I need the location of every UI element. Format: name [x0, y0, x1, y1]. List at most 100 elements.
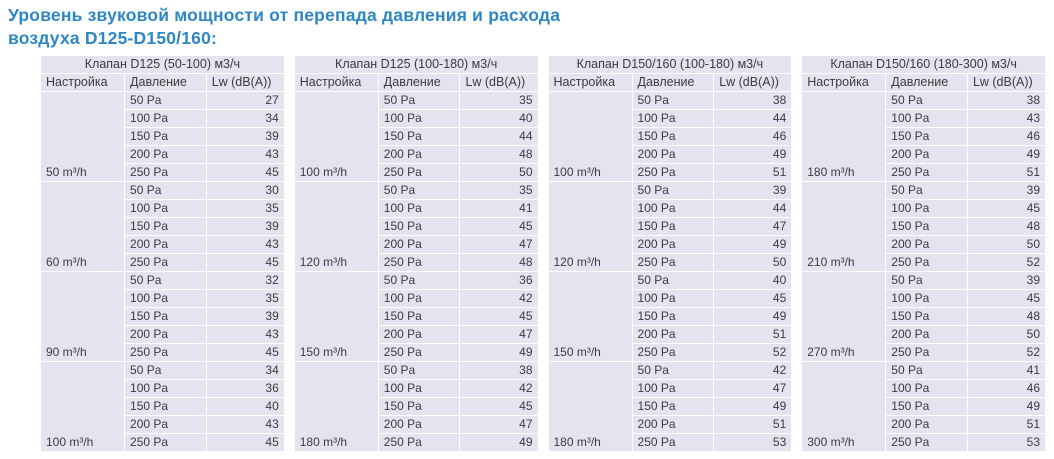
- lw-value-cell: 45: [206, 164, 284, 181]
- table-row: 200 Pa 47: [295, 236, 538, 253]
- table-row: 100 Pa 40: [295, 110, 538, 127]
- lw-value-cell: 36: [460, 272, 538, 289]
- pressure-cell: 150 Pa: [886, 128, 967, 145]
- table-row: 100 Pa 47: [549, 380, 792, 397]
- column-header-setting: Настройка: [548, 74, 632, 91]
- lw-value-cell: 49: [967, 398, 1045, 415]
- pressure-cell: 50 Pa: [378, 182, 460, 199]
- table-row: 200 Pa 51: [549, 326, 792, 343]
- table-row: 250 Pa 52: [802, 254, 1045, 271]
- valve-spec-table: Клапан D125 (100-180) м3/ч Настройка Давле…: [294, 55, 539, 452]
- pressure-cell: 250 Pa: [125, 254, 206, 271]
- lw-value-cell: 43: [206, 236, 284, 253]
- lw-value-cell: 47: [460, 416, 538, 433]
- lw-value-cell: 39: [967, 272, 1045, 289]
- table-row: 250 Pa 51: [549, 164, 792, 181]
- pressure-cell: 250 Pa: [125, 344, 206, 361]
- valve-spec-table: Клапан D150/160 (180-300) м3/ч Настройка Д…: [801, 55, 1046, 452]
- lw-value-cell: 43: [206, 146, 284, 163]
- table-row: 100 m³/h 50 Pa 34: [41, 362, 284, 451]
- table-row: 150 Pa 47: [549, 218, 792, 235]
- table-row: 150 Pa 45: [295, 398, 538, 415]
- table-row: 250 Pa 49: [295, 344, 538, 361]
- pressure-cell: 100 Pa: [886, 380, 967, 397]
- table-row: 210 m³/h 50 Pa 39: [802, 182, 1045, 271]
- table-row: 150 Pa 45: [295, 218, 538, 235]
- table-row: 200 Pa 49: [549, 236, 792, 253]
- table-row: 250 Pa 45: [41, 434, 284, 451]
- pressure-cell: 100 Pa: [632, 290, 714, 307]
- pressure-cell: 100 Pa: [125, 380, 206, 397]
- lw-value-cell: 49: [460, 434, 538, 451]
- table-row: 150 Pa 46: [802, 128, 1045, 145]
- pressure-cell: 250 Pa: [886, 434, 967, 451]
- table-row: 200 Pa 47: [295, 416, 538, 433]
- valve-table: Клапан D125 (50-100) м3/ч Настройка Давлен…: [40, 55, 285, 452]
- lw-value-cell: 35: [460, 182, 538, 199]
- lw-value-cell: 53: [714, 434, 792, 451]
- lw-value-cell: 47: [460, 236, 538, 253]
- pressure-cell: 150 Pa: [125, 218, 206, 235]
- pressure-cell: 200 Pa: [378, 326, 460, 343]
- lw-value-cell: 38: [714, 92, 792, 109]
- pressure-cell: 50 Pa: [125, 362, 206, 379]
- table-header: Клапан D125 (100-180) м3/ч: [294, 56, 538, 73]
- lw-value-cell: 39: [714, 182, 792, 199]
- table-row: 180 m³/h 50 Pa 38: [294, 362, 538, 451]
- table-row: 100 m³/h 50 Pa 38: [548, 92, 792, 181]
- table-row: 250 Pa 52: [549, 344, 792, 361]
- setting-cell: 300 m³/h: [802, 362, 886, 451]
- pressure-cell: 50 Pa: [886, 362, 967, 379]
- table-row: 120 m³/h 50 Pa 39: [548, 182, 792, 271]
- pressure-cell: 200 Pa: [632, 416, 714, 433]
- table-row: 250 Pa 45: [41, 164, 284, 181]
- pressure-cell: 150 Pa: [125, 308, 206, 325]
- table-row: 150 Pa 45: [295, 308, 538, 325]
- pressure-cell: 150 Pa: [378, 398, 460, 415]
- table-row: 100 m³/h 50 Pa 35: [294, 92, 538, 181]
- lw-value-cell: 39: [206, 128, 284, 145]
- lw-value-cell: 38: [967, 92, 1045, 109]
- setting-cell: 60 m³/h: [41, 182, 125, 271]
- pressure-cell: 200 Pa: [378, 416, 460, 433]
- pressure-cell: 250 Pa: [125, 434, 206, 451]
- table-header: Клапан D150/160 (100-180) м3/ч: [548, 56, 792, 73]
- valve-table: Клапан D150/160 (100-180) м3/ч Настройка Д…: [548, 55, 793, 452]
- table-row: 120 m³/h 50 Pa 35: [294, 182, 538, 271]
- pressure-cell: 200 Pa: [886, 416, 967, 433]
- pressure-cell: 100 Pa: [632, 200, 714, 217]
- lw-value-cell: 40: [714, 272, 792, 289]
- table-row: 250 Pa 53: [802, 434, 1045, 451]
- lw-value-cell: 50: [460, 164, 538, 181]
- lw-value-cell: 48: [967, 308, 1045, 325]
- table-row: 250 Pa 49: [295, 434, 538, 451]
- pressure-cell: 200 Pa: [632, 236, 714, 253]
- pressure-cell: 100 Pa: [378, 290, 460, 307]
- pressure-cell: 150 Pa: [886, 218, 967, 235]
- pressure-cell: 250 Pa: [632, 254, 714, 271]
- pressure-cell: 200 Pa: [125, 326, 206, 343]
- table-row: 150 Pa 39: [41, 308, 284, 325]
- lw-value-cell: 49: [714, 146, 792, 163]
- lw-value-cell: 41: [967, 362, 1045, 379]
- lw-value-cell: 45: [206, 254, 284, 271]
- lw-value-cell: 46: [714, 128, 792, 145]
- lw-value-cell: 45: [206, 344, 284, 361]
- table-row: 200 Pa 51: [549, 416, 792, 433]
- setting-cell: 100 m³/h: [41, 362, 125, 451]
- lw-value-cell: 34: [206, 110, 284, 127]
- column-header-pressure: Давление: [632, 74, 714, 91]
- table-row: 150 Pa 49: [549, 398, 792, 415]
- table-row: 250 Pa 50: [549, 254, 792, 271]
- setting-cell: 150 m³/h: [548, 272, 632, 361]
- column-header-lw: Lw (dB(A)): [206, 74, 284, 91]
- pressure-cell: 150 Pa: [125, 128, 206, 145]
- lw-value-cell: 48: [460, 146, 538, 163]
- lw-value-cell: 27: [206, 92, 284, 109]
- table-row: 100 Pa 35: [41, 200, 284, 217]
- pressure-cell: 250 Pa: [886, 254, 967, 271]
- table-row: 300 m³/h 50 Pa 41: [802, 362, 1045, 451]
- lw-value-cell: 36: [206, 380, 284, 397]
- setting-cell: 50 m³/h: [41, 92, 125, 181]
- table-row: 150 Pa 49: [802, 398, 1045, 415]
